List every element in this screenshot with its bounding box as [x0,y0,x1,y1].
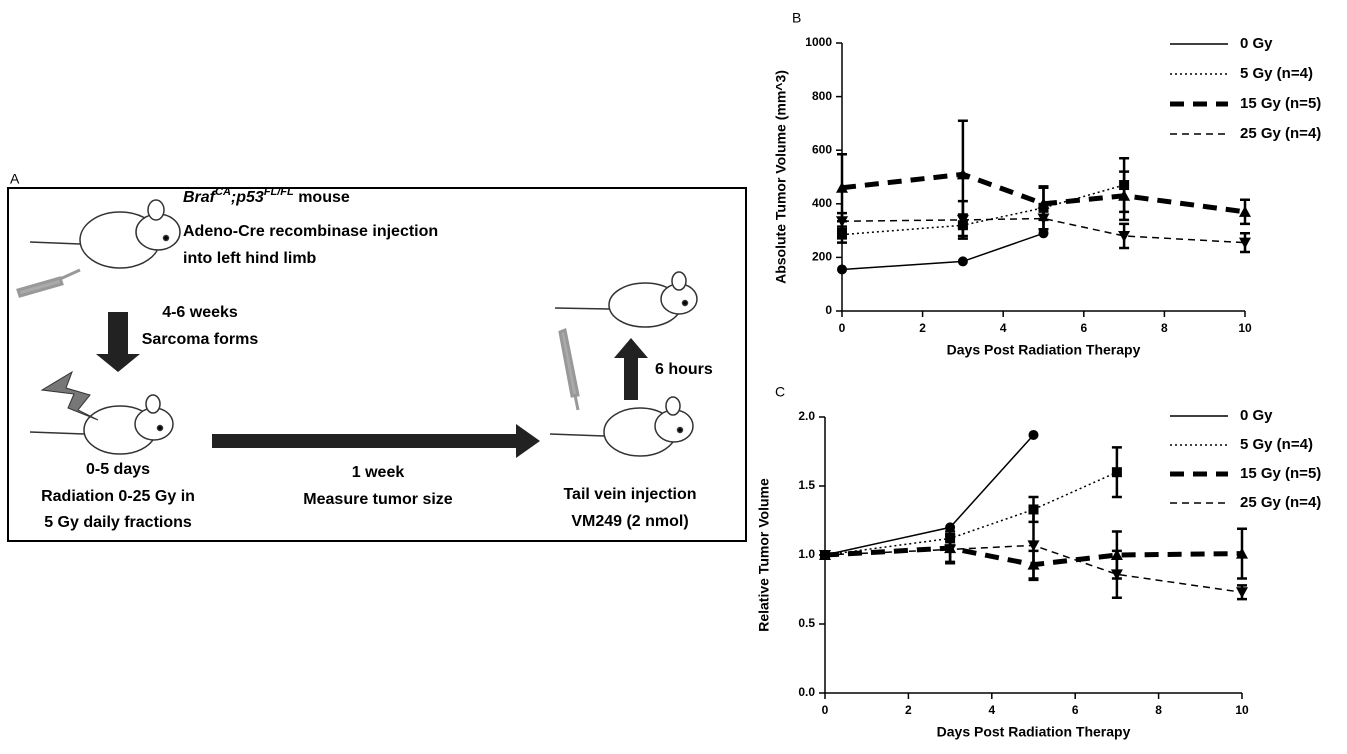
gene: p53 [235,189,264,206]
legend-label: 25 Gy (n=4) [1240,494,1321,511]
label: mouse [294,189,350,206]
y-tick-label: 2.0 [798,409,815,423]
arrow-right [212,424,540,458]
series-line [824,434,1035,556]
separator: ; [231,189,236,206]
gene: Braf [183,189,217,206]
y-tick-label: 800 [812,89,832,103]
y-tick-label: 0 [825,303,832,317]
point [837,264,847,275]
y-tick-label: 0.5 [798,616,815,630]
arrow-up [614,338,648,400]
legend-label: 0 Gy [1240,407,1273,424]
legend-label: 15 Gy (n=5) [1240,95,1321,112]
point [1028,429,1039,440]
step-text: 0-5 days [86,461,150,478]
diagram-frame [7,187,747,542]
y-tick-label: 1000 [805,35,832,49]
arrow-text: 4-6 weeks [162,304,238,321]
point [956,168,969,180]
legend-label: 5 Gy (n=4) [1240,436,1313,453]
step-text: 5 Gy daily fractions [44,514,192,531]
superscript: FL/FL [264,186,294,198]
point [1239,237,1251,249]
mouse-line: BrafCA;p53FL/FL mouse [183,186,350,206]
series-line [841,232,1044,271]
point [944,544,957,556]
point [1037,213,1050,225]
point [1236,547,1248,559]
point [1111,467,1122,478]
step-text: Radiation 0-25 Gy in [41,488,195,505]
chart: C 0.0 0.5 1.0 1.5 2.0 0 2 4 6 8 10 Days Post Radiati… [756,384,1322,740]
panel-a: A BrafCA;p53FL/FL mouse Adeno-Cre recomb… [7,171,747,542]
x-tick-label: 4 [1000,321,1007,335]
point [1027,540,1040,552]
legend-label: 15 Gy (n=5) [1240,465,1321,482]
x-tick-label: 2 [919,321,926,335]
point [1118,189,1131,201]
point [1038,228,1049,239]
y-tick-label: 400 [812,196,832,210]
legend-label: 0 Gy [1240,35,1273,52]
y-axis-label: Relative Tumor Volume [756,478,772,632]
series-line [841,217,1246,244]
point [819,550,831,561]
mouse-icons [29,199,698,457]
x-axis-label: Days Post Radiation Therapy [937,724,1131,740]
y-axis-label: Absolute Tumor Volume (mm^3) [773,70,789,284]
point [956,214,969,226]
superscript: CA [215,186,231,198]
step-text: into left hind limb [183,250,317,267]
x-tick-label: 10 [1238,321,1252,335]
x-tick-label: 0 [822,703,829,717]
arrow-text: 1 week [352,464,405,481]
syringe-icons [16,268,580,411]
point [1110,569,1123,581]
point [1037,197,1050,209]
x-tick-label: 2 [905,703,912,717]
point [837,229,847,240]
x-axis-label: Days Post Radiation Therapy [947,342,1141,358]
x-tick-label: 4 [988,703,995,717]
legend-label: 5 Gy (n=4) [1240,65,1313,82]
point [957,256,968,267]
x-tick-label: 6 [1080,321,1087,335]
y-tick-label: 1.0 [798,547,815,561]
point [1236,587,1248,599]
step-text: VM249 (2 nmol) [571,513,688,530]
series-line [824,471,1118,556]
arrow-text: Sarcoma forms [142,331,259,348]
arrow-text: Measure tumor size [303,491,452,508]
point [945,522,956,533]
panel-label: C [775,384,785,400]
y-tick-label: 0.0 [798,685,815,699]
x-tick-label: 10 [1235,703,1249,717]
y-tick-label: 1.5 [798,478,815,492]
panel-label: B [792,10,801,26]
legend-label: 25 Gy (n=4) [1240,125,1321,142]
step-text: Tail vein injection [563,486,696,503]
x-tick-label: 8 [1155,703,1162,717]
y-tick-label: 600 [812,142,832,156]
x-tick-label: 0 [839,321,846,335]
point [836,181,848,193]
x-tick-label: 6 [1072,703,1079,717]
arrow-down [96,312,140,372]
point [1239,205,1251,217]
x-tick-label: 8 [1161,321,1168,335]
series-line [841,184,1125,236]
panel-label: A [10,171,20,187]
point [1028,504,1039,515]
point [836,216,848,228]
arrow-text: 6 hours [655,361,713,378]
radiation-icon [40,370,99,421]
y-tick-label: 200 [812,250,832,264]
step-text: Adeno-Cre recombinase injection [183,223,438,240]
chart: B 0 200 400 600 800 1000 0 2 4 6 8 10 Days Post Radia… [773,10,1322,358]
point [1118,230,1131,242]
